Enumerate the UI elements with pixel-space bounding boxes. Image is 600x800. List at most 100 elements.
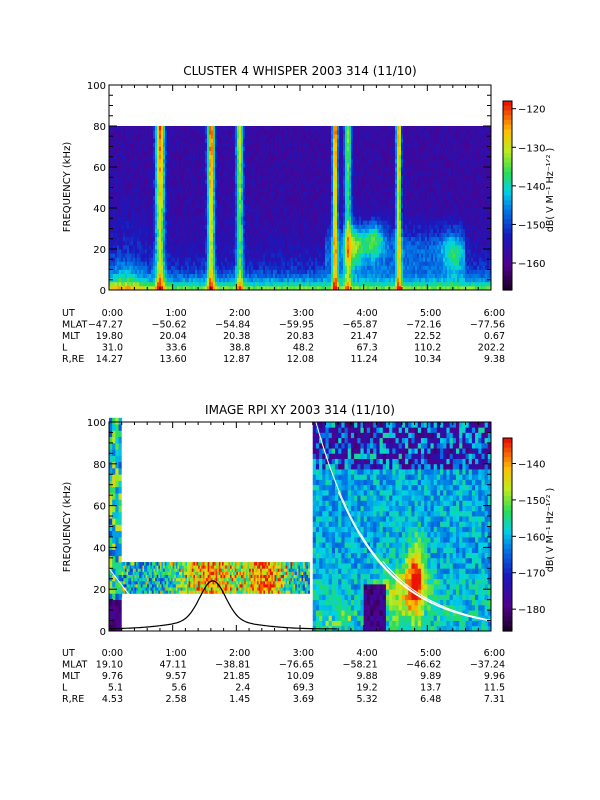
spectrogram-cell [239,281,242,287]
spectrogram-cell [289,134,292,139]
spectrogram-cell [185,138,188,143]
spectrogram-cell [309,216,312,221]
spectrogram-cell [115,269,118,274]
spectrogram-cell [141,257,144,262]
spectrogram-cell [121,253,124,258]
spectrogram-cell [115,253,118,258]
spectrogram-cell [219,126,222,131]
spectrogram-cell [353,228,356,233]
spectrogram-cell [349,224,352,229]
spectrogram-cell [283,150,286,156]
spectrogram-cell [309,138,312,143]
spectrogram-cell [201,199,204,205]
spectrogram-cell [223,224,226,229]
spectrogram-cell [121,138,124,143]
spectrogram-cell [335,232,338,238]
spectrogram-cell [175,126,178,131]
spectrogram-cell [187,130,190,135]
spectrogram-cell [199,236,202,242]
spectrogram-cell [319,216,322,221]
spectrogram-cell [155,154,158,160]
spectrogram-cell [185,199,188,205]
spectrogram-cell [213,249,216,254]
spectrogram-cell [207,281,210,287]
spectrogram-cell [191,224,194,229]
spectrogram-cell [351,208,354,213]
spectrogram-cell [179,195,182,201]
spectrogram-cell [113,228,116,233]
spectrogram-cell [321,150,324,156]
spectrogram-cell [349,240,352,246]
spectrogram-cell [111,158,114,164]
spectrogram-cell [137,224,140,229]
spectrogram-cell [185,146,188,151]
spectrogram-cell [139,199,142,205]
spectrogram-cell [259,261,262,266]
spectrogram-cell [229,281,232,287]
spectrogram-cell [283,179,286,184]
spectrogram-cell [335,199,338,205]
spectrogram-cell [195,265,198,270]
spectrogram-cell [113,146,116,151]
spectrogram-cell [201,138,204,143]
spectrogram-cell [351,212,354,217]
spectrogram-cell [303,162,306,168]
spectrogram-cell [209,240,212,246]
spectrogram-cell [157,249,160,254]
spectrogram-cell [341,150,344,156]
spectrogram-cell [227,249,230,254]
spectrogram-cell [189,220,192,225]
spectrogram-cell [153,191,156,197]
spectrogram-cell [277,265,280,270]
spectrogram-cell [331,130,334,135]
spectrogram-cell [311,154,314,160]
spectrogram-cell [111,220,114,225]
spectrogram-cell [167,257,170,262]
spectrogram-cell [221,183,224,188]
spectrogram-cell [159,216,162,221]
spectrogram-cell [211,150,214,156]
spectrogram-cell [113,224,116,229]
spectrogram-cell [347,240,350,246]
spectrogram-cell [145,191,148,197]
spectrogram-cell [305,216,308,221]
spectrogram-cell [251,191,254,197]
spectrogram-cell [143,162,146,168]
spectrogram-cell [173,281,176,287]
spectrogram-cell [185,249,188,254]
spectrogram-cell [325,265,328,270]
spectrogram-cell [271,179,274,184]
spectrogram-cell [113,191,116,197]
spectrogram-cell [303,126,306,131]
spectrogram-cell [311,244,314,250]
spectrogram-cell [343,249,346,254]
spectrogram-cell [145,183,148,188]
spectrogram-cell [331,261,334,266]
spectrogram-cell [277,220,280,225]
spectrogram-cell [309,212,312,217]
spectrogram-cell [271,244,274,250]
spectrogram-cell [305,208,308,213]
spectrogram-cell [295,249,298,254]
spectrogram-cell [141,281,144,287]
spectrogram-cell [305,273,308,279]
spectrogram-cell [339,171,342,176]
spectrogram-cell [123,285,126,291]
spectrogram-cell [165,191,168,197]
spectrogram-cell [229,175,232,180]
spectrogram-cell [259,154,262,160]
spectrogram-cell [281,150,284,156]
spectrogram-cell [171,253,174,258]
spectrogram-cell [267,191,270,197]
spectrogram-cell [213,240,216,246]
spectrogram-cell [347,171,350,176]
spectrogram-cell [271,138,274,143]
spectrogram-cell [167,130,170,135]
spectrogram-cell [243,249,246,254]
spectrogram-cell [209,273,212,279]
spectrogram-cell [331,191,334,197]
spectrogram-cell [219,269,222,274]
spectrogram-cell [173,240,176,246]
spectrogram-cell [263,224,266,229]
spectrogram-cell [309,130,312,135]
